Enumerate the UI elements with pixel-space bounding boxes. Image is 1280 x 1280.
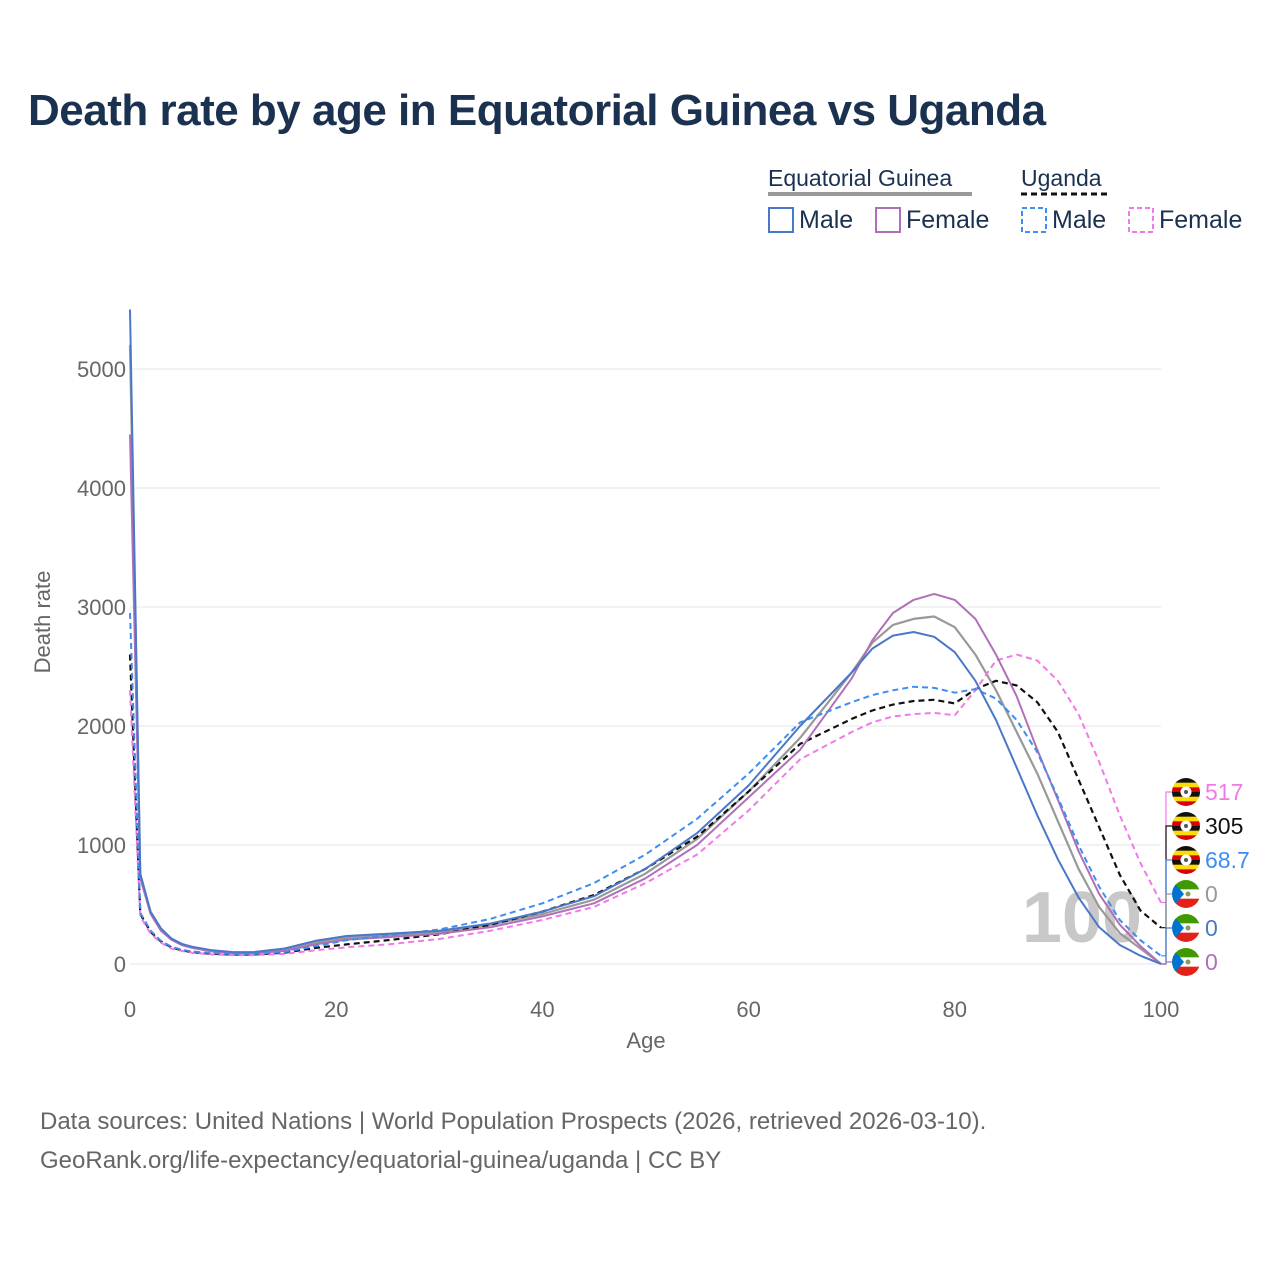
- y-tick-3000: 3000: [77, 595, 126, 620]
- y-tick-1000: 1000: [77, 833, 126, 858]
- big-year-label: 100: [1022, 878, 1142, 958]
- series-line-ug-female: [129, 653, 1162, 957]
- y-tick-5000: 5000: [77, 357, 126, 382]
- series-line-ug-total: [128, 654, 1162, 956]
- footer-sources: Data sources: United Nations | World Pop…: [40, 1108, 987, 1135]
- x-tick-40: 40: [530, 997, 554, 1022]
- uganda-flag-icon: [1172, 812, 1200, 840]
- end-label-value: 68.7: [1205, 847, 1250, 873]
- legend-ug-male-label[interactable]: Male: [1052, 206, 1106, 234]
- x-tick-60: 60: [736, 997, 760, 1022]
- end-label-value: 305: [1205, 813, 1243, 839]
- legend-ug-male-swatch[interactable]: [1021, 207, 1047, 233]
- legend-ug-female-label[interactable]: Female: [1159, 206, 1242, 234]
- end-label-value: 517: [1205, 779, 1243, 805]
- series-line-eg-female: [129, 434, 1162, 965]
- series-line-ug-male: [129, 612, 1162, 957]
- y-tick-2000: 2000: [77, 714, 126, 739]
- legend-eg-male-swatch[interactable]: [768, 207, 794, 233]
- y-tick-0: 0: [114, 952, 126, 977]
- end-labels: 517 305 68.7 0 0 0: [1161, 778, 1250, 976]
- end-label-value: 0: [1205, 949, 1218, 975]
- uganda-flag-icon: [1172, 846, 1200, 874]
- series-lines: [128, 309, 1162, 965]
- equatorial-guinea-flag-icon: [1172, 880, 1200, 908]
- series-line-eg-male: [129, 309, 1162, 965]
- uganda-flag-icon: [1172, 778, 1200, 806]
- legend-group-equatorial-guinea: Equatorial Guinea: [768, 165, 952, 191]
- end-label-leader: [1161, 927, 1172, 965]
- legend-eg-female-label[interactable]: Female: [906, 206, 989, 234]
- x-tick-100: 100: [1143, 997, 1180, 1022]
- chart-title: Death rate by age in Equatorial Guinea v…: [28, 86, 1046, 135]
- x-tick-20: 20: [324, 997, 348, 1022]
- grid-lines: [130, 368, 1161, 965]
- end-label-value: 0: [1205, 881, 1218, 907]
- x-axis-label: Age: [626, 1028, 665, 1053]
- y-tick-4000: 4000: [77, 476, 126, 501]
- y-axis-ticks: 0 1000 2000 3000 4000 5000: [77, 357, 126, 977]
- legend-ug-female-swatch[interactable]: [1128, 207, 1154, 233]
- end-label-value: 0: [1205, 915, 1218, 941]
- legend[interactable]: Equatorial Guinea Uganda Male Female Mal…: [768, 165, 1242, 234]
- y-axis-label: Death rate: [30, 571, 55, 674]
- end-label-leader: [1161, 961, 1172, 965]
- legend-group-uganda: Uganda: [1021, 165, 1102, 191]
- series-line-eg-total: [128, 345, 1162, 965]
- equatorial-guinea-flag-icon: [1172, 948, 1200, 976]
- x-tick-80: 80: [943, 997, 967, 1022]
- legend-eg-male-label[interactable]: Male: [799, 206, 853, 234]
- x-tick-0: 0: [124, 997, 136, 1022]
- equatorial-guinea-flag-icon: [1172, 914, 1200, 942]
- x-axis-ticks: 0 20 40 60 80 100: [124, 997, 1179, 1022]
- footer-url: GeoRank.org/life-expectancy/equatorial-g…: [40, 1147, 722, 1174]
- legend-eg-female-swatch[interactable]: [875, 207, 901, 233]
